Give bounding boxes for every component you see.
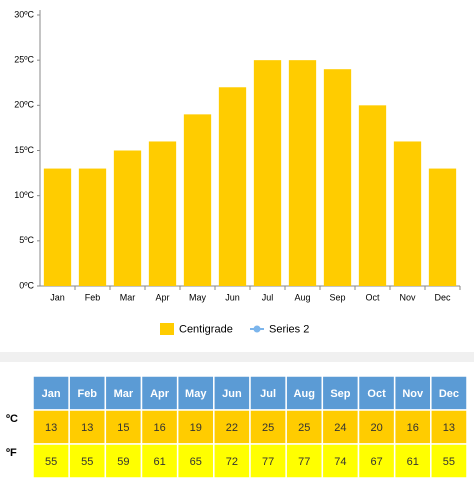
row-label: ºF bbox=[6, 447, 17, 459]
fahrenheit-cell: 55 bbox=[443, 456, 455, 468]
header-cell: May bbox=[185, 388, 207, 400]
fahrenheit-cell: 67 bbox=[370, 456, 382, 468]
celsius-cell: 19 bbox=[190, 422, 202, 434]
bar bbox=[393, 141, 422, 286]
header-cell: Jun bbox=[222, 388, 242, 400]
x-tick-label: Jan bbox=[50, 292, 65, 302]
fahrenheit-cell-bg bbox=[357, 443, 396, 479]
y-tick-label: 0ºC bbox=[19, 280, 34, 290]
fahrenheit-cell-bg bbox=[321, 443, 360, 479]
y-tick-label: 10ºC bbox=[14, 190, 34, 200]
legend-swatch bbox=[253, 325, 261, 333]
celsius-cell-bg bbox=[104, 409, 143, 445]
header-cell-bg bbox=[393, 375, 432, 411]
x-tick-label: Jun bbox=[225, 292, 240, 302]
bar bbox=[253, 60, 282, 286]
fahrenheit-cell-bg bbox=[32, 443, 70, 479]
legend-label: Series 2 bbox=[269, 323, 309, 335]
x-tick-label: Nov bbox=[399, 292, 416, 302]
celsius-cell: 24 bbox=[334, 422, 346, 434]
celsius-cell: 20 bbox=[370, 422, 382, 434]
fahrenheit-cell: 74 bbox=[334, 456, 346, 468]
bar bbox=[43, 168, 72, 286]
header-cell: Jul bbox=[260, 388, 276, 400]
fahrenheit-cell-bg bbox=[68, 443, 107, 479]
celsius-cell: 15 bbox=[117, 422, 129, 434]
x-tick-label: May bbox=[189, 292, 207, 302]
celsius-cell: 22 bbox=[226, 422, 238, 434]
header-cell-bg bbox=[140, 375, 179, 411]
x-tick-label: Dec bbox=[434, 292, 451, 302]
x-tick-label: Oct bbox=[365, 292, 380, 302]
celsius-cell: 13 bbox=[81, 422, 93, 434]
y-tick-label: 20ºC bbox=[14, 100, 34, 110]
header-cell: Nov bbox=[402, 388, 424, 400]
legend-label: Centigrade bbox=[179, 323, 233, 335]
fahrenheit-cell: 61 bbox=[407, 456, 419, 468]
fahrenheit-cell: 77 bbox=[262, 456, 274, 468]
fahrenheit-cell-bg bbox=[176, 443, 215, 479]
fahrenheit-cell-bg bbox=[430, 443, 468, 479]
header-cell: Sep bbox=[330, 388, 350, 400]
bar bbox=[148, 141, 177, 286]
x-tick-label: Mar bbox=[120, 292, 136, 302]
celsius-cell: 16 bbox=[407, 422, 419, 434]
header-cell: Aug bbox=[294, 388, 315, 400]
fahrenheit-cell: 61 bbox=[153, 456, 165, 468]
bar bbox=[428, 168, 457, 286]
bar bbox=[183, 114, 212, 286]
bar bbox=[323, 69, 352, 286]
bar bbox=[358, 105, 387, 286]
x-tick-label: Sep bbox=[329, 292, 345, 302]
celsius-cell-bg bbox=[430, 409, 468, 445]
celsius-cell-bg bbox=[357, 409, 396, 445]
x-tick-label: Feb bbox=[85, 292, 101, 302]
fahrenheit-cell: 55 bbox=[45, 456, 57, 468]
fahrenheit-cell: 55 bbox=[81, 456, 93, 468]
header-cell: Apr bbox=[150, 388, 170, 400]
header-cell: Feb bbox=[77, 388, 97, 400]
celsius-cell: 13 bbox=[45, 422, 57, 434]
fahrenheit-cell: 77 bbox=[298, 456, 310, 468]
x-tick-label: Jul bbox=[262, 292, 274, 302]
legend-swatch bbox=[160, 323, 174, 335]
fahrenheit-cell-bg bbox=[285, 443, 324, 479]
header-cell-bg bbox=[176, 375, 215, 411]
bar bbox=[288, 60, 317, 286]
x-tick-label: Apr bbox=[155, 292, 169, 302]
bar bbox=[218, 87, 247, 287]
bar bbox=[78, 168, 107, 286]
x-tick-label: Aug bbox=[294, 292, 310, 302]
fahrenheit-cell: 59 bbox=[117, 456, 129, 468]
row-label: ºC bbox=[6, 413, 18, 425]
celsius-cell: 25 bbox=[298, 422, 310, 434]
celsius-cell: 25 bbox=[262, 422, 274, 434]
celsius-cell-bg bbox=[176, 409, 215, 445]
bar bbox=[113, 150, 142, 286]
y-tick-label: 30ºC bbox=[14, 9, 34, 19]
header-cell: Dec bbox=[439, 388, 459, 400]
y-tick-label: 25ºC bbox=[14, 55, 34, 65]
celsius-cell: 16 bbox=[153, 422, 165, 434]
y-tick-label: 15ºC bbox=[14, 145, 34, 155]
header-cell: Mar bbox=[114, 388, 134, 400]
header-cell: Jan bbox=[42, 388, 61, 400]
y-tick-label: 5ºC bbox=[19, 235, 34, 245]
header-cell-bg bbox=[68, 375, 107, 411]
separator bbox=[0, 352, 474, 362]
fahrenheit-cell: 72 bbox=[226, 456, 238, 468]
celsius-cell: 13 bbox=[443, 422, 455, 434]
fahrenheit-cell: 65 bbox=[190, 456, 202, 468]
fahrenheit-cell-bg bbox=[393, 443, 432, 479]
header-cell: Oct bbox=[367, 388, 386, 400]
celsius-cell-bg bbox=[285, 409, 324, 445]
